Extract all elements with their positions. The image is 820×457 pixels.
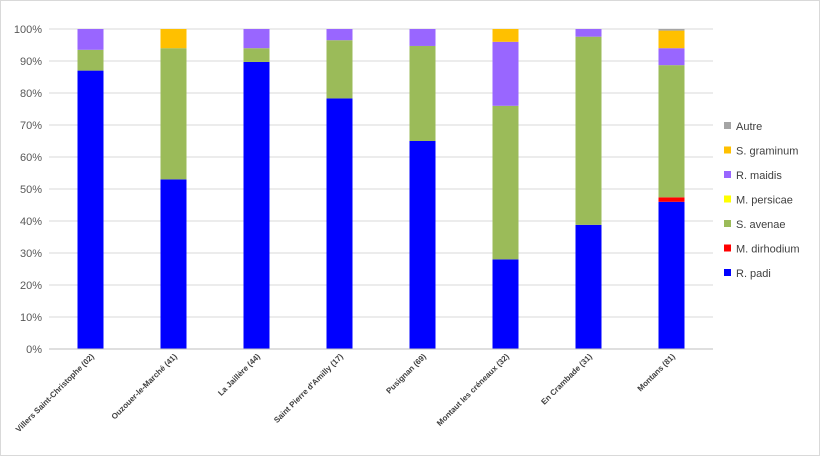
bar-segment — [409, 45, 436, 141]
y-tick-label: 30% — [20, 248, 42, 260]
y-tick-label: 50% — [20, 184, 42, 196]
bar-segment — [77, 70, 104, 349]
x-category-label: Ouzouer-le-Marché (41) — [110, 352, 179, 421]
legend-label: S. avenae — [736, 219, 786, 231]
y-axis: 0% 10% 20% 30% 40% 50% 60% 70% 80% 90% 100% — [14, 24, 42, 356]
legend-label: R. maidis — [736, 170, 782, 182]
y-tick-label: 60% — [20, 152, 42, 164]
bar-segment — [492, 259, 519, 349]
legend-label: M. dirhodium — [736, 244, 800, 256]
x-category-label: Montaut les créneaux (32) — [435, 352, 511, 428]
bar-segment — [492, 41, 519, 106]
bar-segment — [160, 48, 187, 180]
bar-segment — [160, 179, 187, 349]
legend-swatch — [724, 269, 731, 276]
bar-segment — [326, 29, 353, 41]
bar-segment — [658, 197, 685, 202]
bar-segment — [575, 36, 602, 225]
bar-segment — [658, 201, 685, 349]
bar-segment — [492, 29, 519, 42]
bar-segment — [658, 29, 685, 31]
bar-segment — [77, 49, 104, 71]
bar-segment — [658, 48, 685, 66]
bar-segment — [243, 29, 270, 49]
legend-swatch — [724, 195, 731, 203]
bar-segment — [243, 48, 270, 62]
bar-segment — [160, 29, 187, 49]
y-tick-label: 40% — [20, 216, 42, 228]
y-tick-label: 80% — [20, 88, 42, 100]
legend-swatch — [724, 146, 731, 154]
legend: Autre S. graminum R. maidis M. persicae S. a… — [724, 121, 800, 280]
x-category-label: Saint Pierre d'Amilly (17) — [272, 352, 345, 425]
gridlines — [49, 28, 713, 350]
x-category-label: Pusignan (69) — [384, 352, 428, 396]
bar-segment — [658, 30, 685, 49]
y-tick-label: 100% — [14, 24, 42, 36]
x-category-label: Villers Saint-Christophe (02) — [14, 352, 96, 434]
y-tick-label: 20% — [20, 280, 42, 292]
bar-segment — [575, 224, 602, 349]
legend-label: S. graminum — [736, 146, 798, 158]
legend-label: M. persicae — [736, 195, 793, 207]
bar-segment — [77, 29, 104, 50]
x-category-label: La Jaillère (44) — [216, 352, 262, 398]
bar-segment — [658, 65, 685, 198]
bar-segment — [409, 141, 436, 349]
y-tick-label: 0% — [26, 344, 42, 356]
y-tick-label: 90% — [20, 56, 42, 68]
bar-segment — [326, 98, 353, 349]
legend-swatch — [724, 171, 731, 178]
bar-segment — [409, 29, 436, 46]
bar-segment — [492, 105, 519, 260]
bars — [77, 29, 685, 350]
legend-label: R. padi — [736, 268, 771, 280]
x-category-label: En Crambade (31) — [539, 352, 594, 407]
legend-swatch — [724, 244, 731, 252]
y-tick-label: 10% — [20, 312, 42, 324]
bar-segment — [243, 61, 270, 350]
bar-segment — [575, 29, 602, 37]
x-axis: Villers Saint-Christophe (02) Ouzouer-le-… — [14, 348, 713, 434]
bar-segment — [326, 40, 353, 99]
legend-label: Autre — [736, 121, 762, 133]
y-tick-label: 70% — [20, 120, 42, 132]
legend-swatch — [724, 122, 731, 129]
x-category-label: Montans (81) — [636, 352, 677, 393]
legend-swatch — [724, 220, 731, 227]
